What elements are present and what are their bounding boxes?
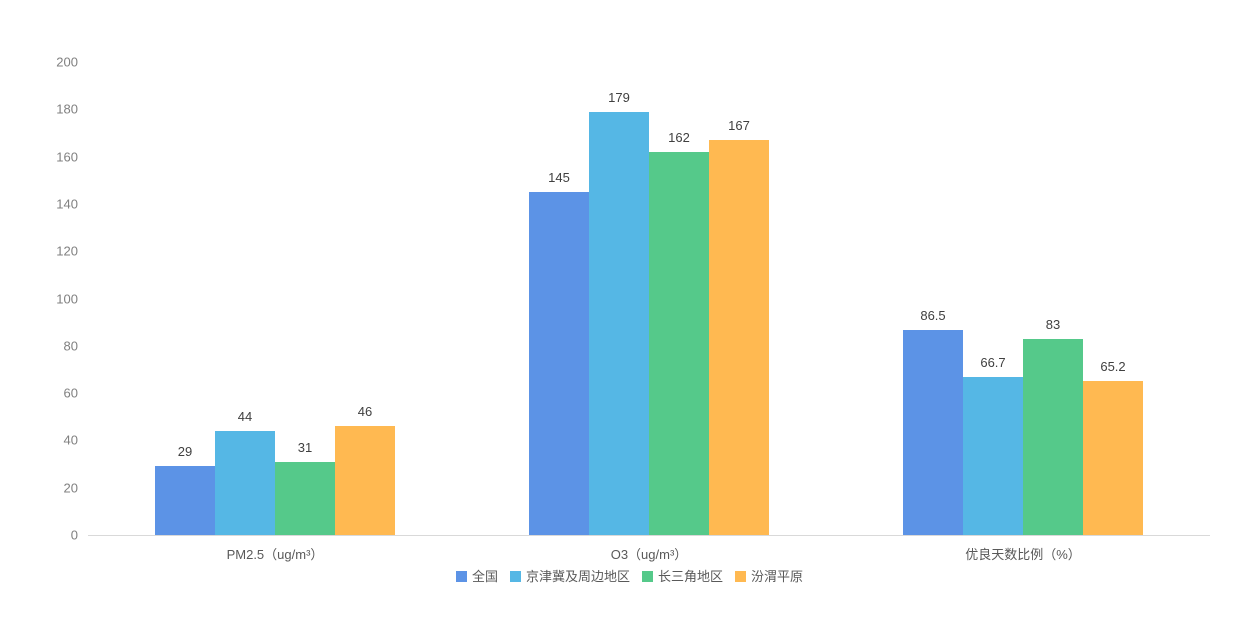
bar[interactable]: 65.2 (1083, 359, 1143, 535)
bar-value-label: 167 (728, 118, 750, 134)
bar[interactable]: 145 (529, 170, 589, 535)
bar-value-label: 179 (608, 89, 630, 105)
x-axis-category-label: PM2.5（ug/m³） (226, 547, 324, 562)
bar[interactable]: 46 (335, 404, 395, 535)
bar-group: 145 179 162 167 (529, 90, 769, 535)
legend-item[interactable]: 京津冀及周边地区 (509, 569, 630, 584)
legend-item[interactable]: 汾渭平原 (735, 570, 803, 583)
y-axis-tick-label: 0 (70, 527, 78, 543)
bar-value-label: 145 (548, 170, 570, 186)
legend: 全国 京津冀及周边地区 长三角地区 汾渭平原 (0, 570, 1259, 583)
bar-value-label: 83 (1045, 316, 1061, 332)
legend-label: 长三角地区 (658, 569, 724, 584)
bar[interactable]: 31 (275, 440, 335, 535)
bar[interactable]: 83 (1023, 317, 1083, 535)
legend-swatch (455, 571, 467, 582)
y-axis-tick-label: 100 (56, 291, 78, 306)
plot-area: 29 44 31 46 PM2.5（ug/m³） 145 179 162 167 O3（ug/m³… (88, 62, 1210, 562)
bar[interactable]: 162 (649, 130, 709, 535)
legend-label: 京津冀及周边地区 (525, 569, 630, 584)
y-axis-tick-label: 180 (56, 101, 78, 117)
bar-group: 29 44 31 46 (155, 404, 395, 535)
y-axis-tick-label: 120 (56, 243, 78, 259)
bar-value-label: 66.7 (980, 355, 1006, 371)
legend-label: 全国 (471, 569, 498, 584)
legend-label: 汾渭平原 (751, 569, 804, 584)
y-axis-tick-label: 160 (56, 149, 78, 165)
y-axis: 0 20 40 60 80 100 120 140 160 180 200 (30, 56, 78, 542)
bar-value-label: 29 (177, 444, 193, 460)
legend-item[interactable]: 长三角地区 (642, 570, 723, 583)
x-axis-category-label: O3（ug/m³） (610, 547, 688, 562)
y-axis-tick-label: 60 (63, 385, 78, 401)
bar-value-label: 44 (237, 408, 253, 424)
bar[interactable]: 179 (589, 90, 649, 535)
legend-item[interactable]: 全国 (455, 569, 498, 584)
y-axis-tick-label: 200 (56, 54, 78, 70)
x-axis-line (88, 535, 1210, 536)
y-axis-tick-label: 20 (63, 480, 78, 496)
bar-value-label: 162 (668, 129, 690, 145)
bar-value-label: 31 (297, 439, 313, 455)
bar-value-label: 46 (357, 404, 373, 420)
bar[interactable]: 44 (215, 409, 275, 535)
legend-swatch (735, 571, 747, 582)
bar[interactable]: 29 (155, 444, 215, 535)
y-axis-tick-label: 40 (63, 432, 78, 448)
y-axis-tick-label: 80 (63, 338, 78, 354)
bar-value-label: 86.5 (920, 308, 946, 324)
x-axis-category-label: 优良天数比例（%） (965, 547, 1081, 562)
bar-group: 86.5 66.7 83 65.2 (903, 308, 1143, 535)
y-axis-tick-label: 140 (56, 196, 78, 212)
legend-swatch (642, 571, 653, 582)
bar[interactable]: 167 (709, 118, 769, 535)
bar[interactable]: 86.5 (903, 308, 963, 535)
bar-value-label: 65.2 (1100, 358, 1126, 374)
legend-swatch (509, 571, 521, 582)
bar[interactable]: 66.7 (963, 355, 1023, 535)
